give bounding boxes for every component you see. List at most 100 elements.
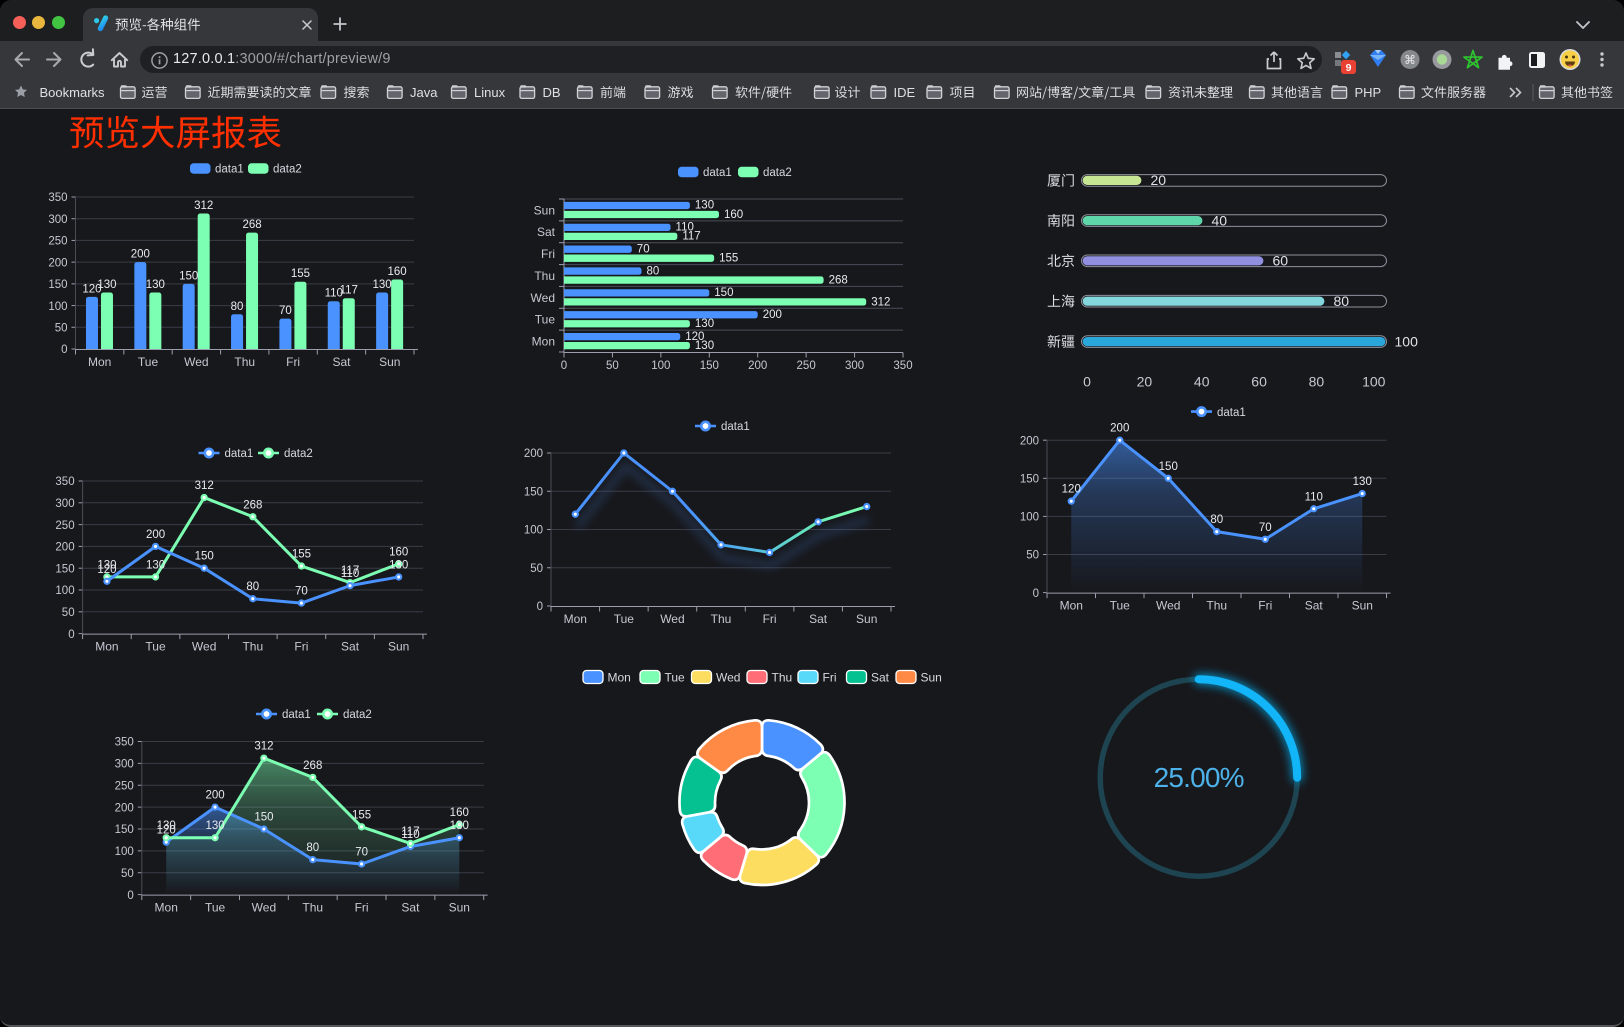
svg-text:350: 350 [48, 192, 67, 204]
svg-text:Mon: Mon [564, 612, 587, 626]
svg-text:120: 120 [157, 825, 176, 837]
svg-text:Fri: Fri [541, 247, 555, 261]
svg-text:200: 200 [48, 257, 67, 269]
svg-text:Mon: Mon [88, 355, 111, 369]
svg-text:data2: data2 [343, 709, 372, 721]
svg-text:data1: data1 [721, 421, 750, 433]
svg-text:Thu: Thu [234, 355, 255, 369]
svg-text:200: 200 [1110, 423, 1129, 435]
svg-text:Wed: Wed [716, 670, 740, 684]
svg-text:0: 0 [537, 601, 543, 613]
svg-text:Sun: Sun [1352, 598, 1373, 612]
svg-text:117: 117 [341, 565, 359, 577]
svg-text:Sun: Sun [856, 612, 877, 626]
svg-text:Thu: Thu [772, 670, 793, 684]
svg-text:9: 9 [1346, 62, 1352, 74]
svg-text:Fri: Fri [763, 612, 777, 626]
svg-text:200: 200 [55, 542, 74, 554]
svg-text:Sat: Sat [871, 670, 890, 684]
svg-text:160: 160 [450, 807, 469, 819]
svg-text:250: 250 [48, 236, 67, 248]
svg-text:130: 130 [205, 820, 224, 832]
svg-text:Tue: Tue [145, 639, 166, 653]
svg-text:200: 200 [763, 309, 782, 321]
svg-text:160: 160 [389, 546, 408, 558]
svg-text:Wed: Wed [660, 612, 684, 626]
svg-text:130: 130 [695, 318, 714, 330]
svg-text:100: 100 [48, 301, 67, 313]
svg-text:60: 60 [1273, 253, 1289, 269]
svg-text:200: 200 [146, 529, 165, 541]
svg-text:160: 160 [724, 209, 743, 221]
svg-text:Tue: Tue [138, 355, 159, 369]
svg-text:60: 60 [1251, 374, 1267, 390]
svg-text:130: 130 [157, 820, 176, 832]
svg-text:Sat: Sat [809, 612, 828, 626]
svg-text:200: 200 [1020, 435, 1039, 447]
svg-text:Sun: Sun [921, 670, 942, 684]
svg-text:50: 50 [55, 322, 68, 334]
svg-text:130: 130 [450, 820, 469, 832]
svg-text:250: 250 [797, 360, 816, 372]
svg-text:150: 150 [55, 563, 74, 575]
svg-text:Linux: Linux [474, 85, 506, 100]
svg-text:80: 80 [1309, 374, 1325, 390]
svg-text:300: 300 [48, 214, 67, 226]
svg-text:Mon: Mon [532, 334, 555, 348]
svg-text:70: 70 [355, 846, 368, 858]
svg-text:Thu: Thu [242, 639, 263, 653]
svg-text:Thu: Thu [711, 612, 732, 626]
svg-text:70: 70 [279, 305, 292, 317]
svg-text:data1: data1 [225, 448, 254, 460]
svg-text:0: 0 [68, 629, 74, 641]
svg-text:Sun: Sun [534, 203, 555, 217]
svg-text:50: 50 [62, 607, 75, 619]
svg-text:Sun: Sun [379, 355, 400, 369]
svg-text:350: 350 [55, 476, 74, 488]
svg-text:130: 130 [373, 279, 392, 291]
svg-text:Sat: Sat [341, 639, 360, 653]
svg-text:110: 110 [325, 288, 343, 300]
svg-text:50: 50 [606, 360, 619, 372]
svg-text:120: 120 [97, 564, 116, 576]
svg-text:100: 100 [651, 360, 670, 372]
svg-text:0: 0 [561, 360, 567, 372]
svg-text:Tue: Tue [1110, 598, 1131, 612]
svg-text:data1: data1 [282, 709, 311, 721]
svg-text:150: 150 [700, 360, 719, 372]
svg-text:100: 100 [55, 585, 74, 597]
svg-text:312: 312 [195, 480, 214, 492]
svg-text:130: 130 [146, 559, 165, 571]
svg-text:100: 100 [115, 846, 134, 858]
svg-text:20: 20 [1151, 172, 1167, 188]
svg-text:80: 80 [246, 581, 259, 593]
svg-text:350: 350 [115, 737, 134, 749]
svg-text:Fri: Fri [1258, 598, 1272, 612]
svg-text:data1: data1 [215, 164, 244, 176]
svg-text:110: 110 [1305, 491, 1323, 503]
svg-text:312: 312 [254, 741, 273, 753]
svg-text:130: 130 [695, 340, 714, 352]
svg-text:data1: data1 [703, 167, 732, 179]
svg-text:70: 70 [637, 243, 650, 255]
svg-text:data2: data2 [273, 164, 302, 176]
svg-text:Thu: Thu [534, 269, 555, 283]
svg-text:data2: data2 [763, 167, 792, 179]
svg-text:0: 0 [61, 344, 67, 356]
svg-text:Sun: Sun [388, 639, 409, 653]
svg-text:80: 80 [306, 842, 319, 854]
svg-text:268: 268 [242, 219, 261, 231]
svg-text:150: 150 [254, 811, 273, 823]
svg-text:Fri: Fri [355, 900, 369, 914]
svg-text:Tue: Tue [614, 612, 635, 626]
svg-text:Mon: Mon [95, 639, 118, 653]
svg-text:100: 100 [1020, 512, 1039, 524]
svg-text:130: 130 [1353, 476, 1372, 488]
svg-text:160: 160 [388, 266, 407, 278]
svg-text:Wed: Wed [192, 639, 216, 653]
svg-text:Sat: Sat [332, 355, 351, 369]
svg-text:300: 300 [115, 759, 134, 771]
svg-text:25.00%: 25.00% [1154, 762, 1244, 793]
svg-text:50: 50 [121, 868, 134, 880]
svg-text:268: 268 [243, 499, 262, 511]
